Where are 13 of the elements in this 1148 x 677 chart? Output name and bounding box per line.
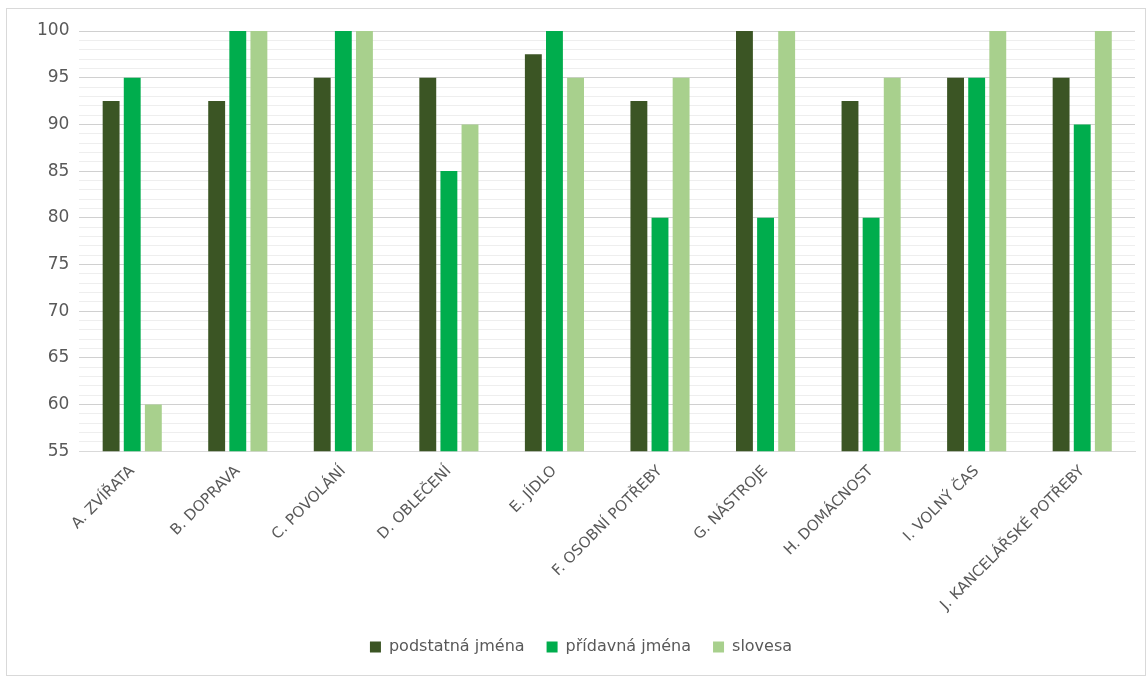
y-tick-label: 85 <box>47 159 70 180</box>
y-tick-label: 65 <box>47 346 70 367</box>
y-tick-label: 90 <box>47 112 70 133</box>
y-tick-label: 100 <box>36 19 70 40</box>
y-tick-label: 60 <box>47 393 70 414</box>
y-tick-label: 80 <box>47 206 70 227</box>
y-tick-label: 70 <box>47 299 70 320</box>
y-tick-label: 75 <box>47 252 70 273</box>
legend-label: podstatná jména <box>388 636 525 656</box>
legend-label: přídavná jména <box>565 636 692 656</box>
y-tick-label: 55 <box>47 439 70 460</box>
legend-label: slovesa <box>732 636 793 656</box>
y-tick-label: 95 <box>47 66 70 87</box>
